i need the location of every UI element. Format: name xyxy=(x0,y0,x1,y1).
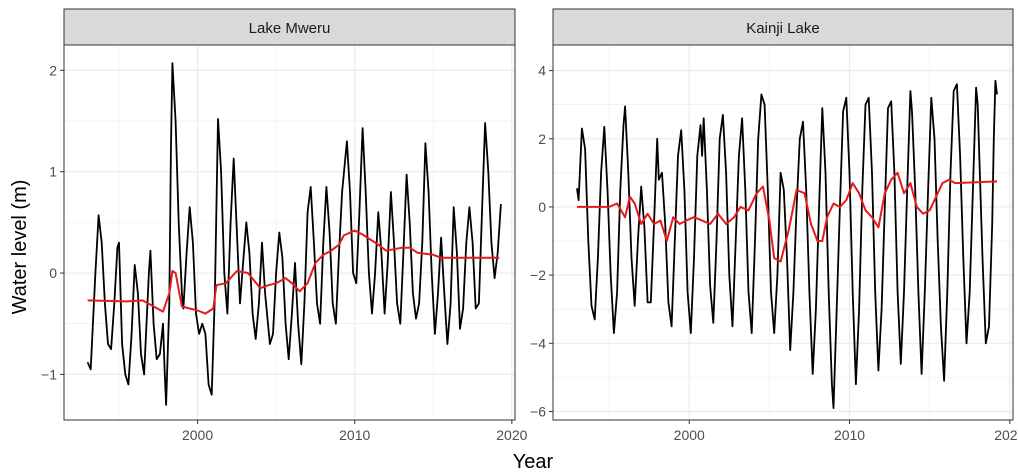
y-tick-label: −2 xyxy=(530,267,546,283)
y-tick-label: −4 xyxy=(530,335,546,351)
x-tick-label: 2000 xyxy=(182,427,213,443)
y-tick-label: −6 xyxy=(530,403,546,419)
x-tick-label: 2020 xyxy=(994,427,1018,443)
y-tick-label: 0 xyxy=(49,265,57,281)
strip-kainji-lake xyxy=(552,8,1014,46)
x-tick-label: 2010 xyxy=(834,427,865,443)
smoothed-series-line xyxy=(577,171,998,263)
y-tick-label: 2 xyxy=(49,62,57,78)
panel-background xyxy=(64,45,515,420)
y-tick-label: 0 xyxy=(538,199,546,215)
panel-border xyxy=(552,44,1014,421)
panel-border xyxy=(63,44,516,421)
y-tick-label: 1 xyxy=(49,164,57,180)
x-tick-label: 2000 xyxy=(674,427,705,443)
water-level-series-line xyxy=(576,79,998,409)
facet-title-lake-mweru: Lake Mweru xyxy=(249,20,331,37)
plot-panel-lake-mweru: 2000 2010 2020 −1 0 1 2 xyxy=(41,44,528,443)
y-tick-label: 4 xyxy=(538,63,546,79)
x-axis-label: Year xyxy=(513,451,554,473)
y-tick-label: −1 xyxy=(41,366,57,382)
x-tick-label: 2010 xyxy=(339,427,370,443)
water-level-series-line xyxy=(86,62,502,406)
strip-lake-mweru xyxy=(63,8,516,46)
plot-panel-kainji-lake: 2000 2010 2020 −6 −4 −2 0 2 4 xyxy=(530,44,1018,443)
facet-title-kainji-lake: Kainji Lake xyxy=(746,20,819,37)
facet-lake-mweru: Lake Mweru 2000 2010 2020 −1 0 1 2 xyxy=(41,8,528,443)
smoothed-series-line xyxy=(87,229,500,315)
x-tick-label: 2020 xyxy=(496,427,527,443)
facet-kainji-lake: Kainji Lake 2000 2010 2020 −6 −4 −2 0 2 4 xyxy=(530,8,1018,443)
y-axis-label: Water level (m) xyxy=(9,180,31,315)
y-tick-label: 2 xyxy=(538,131,546,147)
